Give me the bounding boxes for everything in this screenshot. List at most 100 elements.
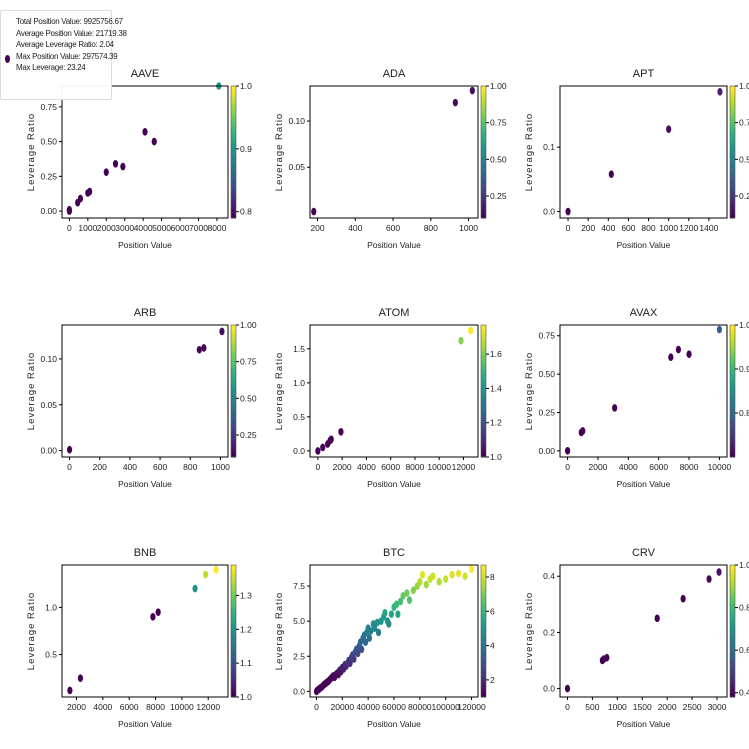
colorbar-segment — [231, 351, 236, 357]
colorbar-segment — [730, 325, 735, 330]
colorbar-segment — [730, 200, 735, 206]
colorbar-segment — [231, 209, 236, 215]
data-point — [355, 649, 361, 658]
colorbar-segment — [730, 209, 735, 215]
axes-frame — [61, 324, 229, 458]
data-point — [706, 575, 712, 583]
colorbar-segment — [231, 644, 236, 650]
colorbar-segment — [231, 399, 236, 405]
colorbar-segment — [231, 174, 236, 179]
colorbar-segment — [730, 342, 735, 348]
x-tick-label: 1500 — [633, 702, 652, 712]
data-point — [103, 168, 109, 176]
x-tick-label: 60000 — [382, 702, 406, 712]
data-point — [469, 86, 475, 95]
colorbar-segment — [231, 333, 236, 339]
colorbar-tick-label: 0.75 — [240, 357, 257, 367]
colorbar-segment — [481, 430, 486, 436]
colorbar-segment — [730, 417, 735, 423]
x-tick-label: 0 — [565, 702, 570, 712]
colorbar-segment — [481, 408, 486, 414]
colorbar-segment — [231, 364, 236, 370]
colorbar-segment — [730, 443, 735, 449]
colorbar-segment — [231, 329, 236, 335]
x-tick-label: 600 — [621, 223, 635, 233]
data-point — [443, 575, 449, 583]
data-point — [112, 160, 119, 168]
colorbar-segment — [481, 364, 486, 370]
colorbar-segment — [730, 94, 735, 100]
colorbar-segment — [730, 360, 735, 366]
colorbar-segment — [730, 448, 735, 454]
colorbar-segment — [231, 108, 236, 113]
colorbar-segment — [481, 347, 486, 352]
x-tick-label: 800 — [183, 462, 197, 472]
colorbar-segment — [730, 573, 735, 579]
colorbar-segment — [730, 413, 735, 418]
colorbar-segment — [481, 435, 486, 440]
colorbar-segment — [231, 391, 236, 396]
x-tick-label: 4000 — [93, 702, 112, 712]
colorbar-segment — [730, 666, 735, 672]
colorbar-segment — [231, 373, 236, 379]
colorbar-segment — [231, 435, 236, 440]
colorbar-segment — [730, 679, 735, 685]
colorbar-segment — [730, 600, 735, 606]
data-point — [155, 608, 161, 616]
colorbar-segment — [730, 86, 735, 91]
axes-frame — [309, 324, 479, 458]
y-tick-label: 0.00 — [40, 206, 57, 216]
colorbar-segment — [481, 382, 486, 388]
data-point — [382, 608, 388, 617]
colorbar-segment — [231, 395, 236, 401]
colorbar-segment — [231, 169, 236, 175]
colorbar-tick-label: 1.2 — [240, 624, 252, 634]
data-point — [328, 435, 334, 444]
y-tick-label: 0.0 — [293, 446, 305, 456]
x-tick-label: 1000 — [459, 223, 478, 233]
data-point — [311, 207, 317, 216]
colorbar-segment — [730, 435, 735, 440]
x-tick-label: 3000 — [708, 702, 727, 712]
colorbar-tick-label: 1.3 — [240, 590, 252, 600]
colorbar-segment — [481, 90, 486, 96]
data-point — [219, 327, 225, 336]
colorbar-segment — [730, 347, 735, 352]
x-tick-label: 3000 — [115, 223, 134, 233]
data-point — [77, 194, 84, 203]
data-point — [565, 207, 571, 216]
colorbar-segment — [231, 600, 236, 606]
data-point — [436, 578, 442, 586]
colorbar-tick-label: 0.25 — [240, 430, 257, 440]
x-axis-label: Position Value — [617, 479, 671, 489]
colorbar-tick-label: 0.9 — [240, 144, 252, 154]
colorbar-segment — [231, 156, 236, 162]
colorbar-segment — [481, 609, 486, 614]
colorbar-segment — [730, 147, 735, 153]
colorbar-segment — [231, 675, 236, 680]
data-point — [203, 570, 209, 579]
colorbar-tick-label: 8 — [490, 572, 495, 582]
colorbar-segment — [730, 99, 735, 105]
data-point — [417, 578, 423, 586]
colorbar-segment — [481, 439, 486, 445]
y-tick-label: 0.75 — [40, 102, 57, 112]
colorbar-segment — [730, 631, 735, 636]
data-point — [406, 596, 413, 604]
colorbar-segment — [231, 657, 236, 663]
data-point — [201, 344, 207, 352]
y-tick-label: 0.1 — [543, 142, 555, 152]
colorbar-segment — [481, 595, 486, 601]
x-tick-label: 80000 — [408, 702, 432, 712]
colorbar-tick-label: 0.50 — [739, 154, 749, 164]
colorbar-segment — [730, 578, 735, 584]
subplot-title: APT — [633, 68, 655, 80]
colorbar-segment — [231, 688, 236, 694]
x-tick-label: 600 — [386, 223, 400, 233]
y-tick-label: 2.5 — [293, 651, 305, 661]
x-axis-label: Position Value — [617, 719, 671, 729]
colorbar-segment — [231, 213, 236, 219]
colorbar-segment — [730, 182, 735, 188]
x-tick-label: 800 — [641, 223, 655, 233]
colorbar-segment — [231, 635, 236, 641]
